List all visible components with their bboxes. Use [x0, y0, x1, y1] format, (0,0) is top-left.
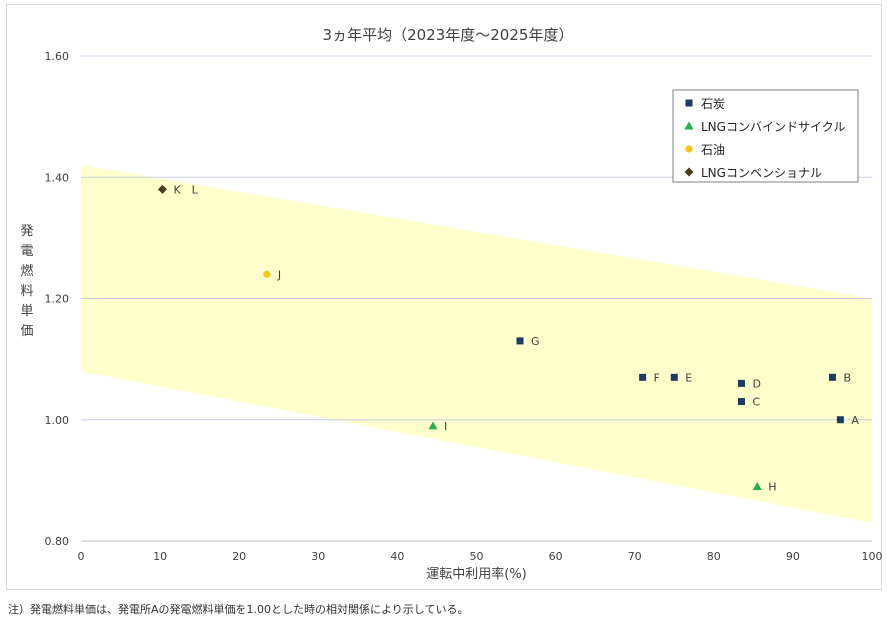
data-point-label: A [851, 414, 859, 427]
x-tick-label: 70 [628, 550, 642, 563]
data-point [639, 373, 647, 381]
x-tick-label: 60 [549, 550, 563, 563]
data-point-label: K L [173, 183, 198, 196]
legend-marker [685, 99, 693, 107]
data-point-label: E [685, 371, 692, 384]
y-tick-label: 0.80 [45, 535, 70, 548]
x-tick-label: 10 [153, 550, 167, 563]
y-tick-label: 1.00 [45, 414, 70, 427]
data-point [737, 398, 745, 406]
chart-title: 3ヵ年平均（2023年度～2025年度） [323, 26, 574, 44]
legend-label: 石油 [701, 143, 725, 157]
data-point [828, 373, 836, 381]
data-point-label: G [531, 335, 540, 348]
chart-frame [6, 4, 882, 590]
legend-label: 石炭 [701, 97, 725, 111]
x-tick-label: 100 [862, 550, 883, 563]
data-point-label: C [752, 396, 760, 409]
x-tick-label: 0 [78, 550, 85, 563]
y-tick-label: 1.60 [45, 50, 70, 63]
x-tick-label: 30 [311, 550, 325, 563]
legend-label: LNGコンベンショナル [701, 166, 822, 180]
y-axis-title: 発電燃料単価 [20, 224, 33, 339]
y-tick-label: 1.40 [45, 171, 70, 184]
legend-marker [684, 121, 694, 130]
x-axis-title: 運転中利用率(%) [426, 566, 527, 582]
data-point [516, 337, 524, 345]
legend-marker [684, 167, 694, 177]
data-point-label: J [277, 268, 281, 281]
x-tick-label: 20 [232, 550, 246, 563]
data-point-label: D [752, 377, 760, 390]
data-point-label: H [768, 480, 776, 493]
data-point [670, 373, 678, 381]
y-tick-label: 1.20 [45, 293, 70, 306]
data-point [263, 270, 271, 278]
x-tick-label: 50 [470, 550, 484, 563]
legend-label: LNGコンバインドサイクル [701, 120, 845, 134]
data-point [737, 379, 745, 387]
shaded-band [81, 165, 872, 523]
data-point-label: I [444, 420, 447, 433]
data-point-label: F [654, 371, 660, 384]
x-tick-label: 40 [390, 550, 404, 563]
legend-marker [685, 145, 693, 153]
footnote: 注）発電燃料単価は、発電所Aの発電燃料単価を1.00とした時の相対関係により示し… [8, 603, 469, 616]
data-point [428, 421, 438, 430]
x-tick-label: 80 [707, 550, 721, 563]
data-point [836, 416, 844, 424]
data-point-label: B [843, 371, 851, 384]
data-point [157, 184, 167, 194]
x-tick-label: 90 [786, 550, 800, 563]
legend-box [672, 89, 859, 183]
data-point [752, 481, 762, 490]
